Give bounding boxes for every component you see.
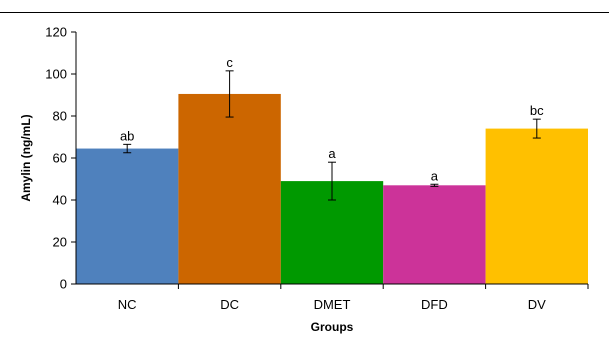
y-axis-title: Amylin (ng/mL) — [19, 114, 33, 201]
bar-nc — [76, 148, 179, 284]
y-tick-label: 40 — [53, 193, 67, 208]
y-ticks-layer: 0 20 40 60 80 100 120 — [45, 25, 76, 292]
x-tick-label-dmet: DMET — [314, 297, 351, 312]
y-tick-label: 120 — [45, 25, 67, 40]
x-axis-title: Groups — [311, 320, 354, 334]
y-tick-label: 60 — [53, 151, 67, 166]
error-bar-nc — [123, 143, 132, 154]
y-tick-label: 100 — [45, 67, 67, 82]
significance-label-dmet: a — [328, 146, 336, 161]
significance-label-nc: ab — [120, 128, 134, 143]
y-tick-label: 0 — [60, 277, 67, 292]
bar-dv — [485, 128, 588, 284]
error-bar-dmet — [328, 161, 336, 201]
bars-layer — [76, 93, 588, 284]
y-tick-label: 20 — [53, 235, 67, 250]
significance-label-dv: bc — [530, 103, 544, 118]
x-tick-label-dv: DV — [528, 297, 546, 312]
error-bar-dv — [532, 118, 541, 139]
x-tick-label-nc: NC — [118, 297, 137, 312]
significance-label-dfd: a — [431, 168, 439, 183]
bar-dfd — [383, 185, 486, 284]
significance-label-dc: c — [226, 55, 233, 70]
x-tick-label-dfd: DFD — [421, 297, 448, 312]
y-tick-label: 80 — [53, 109, 67, 124]
x-ticks-layer: NC DC DMET DFD DV — [118, 284, 589, 312]
error-bar-dfd — [430, 183, 439, 187]
error-bars-layer — [123, 70, 541, 201]
x-tick-label-dc: DC — [220, 297, 239, 312]
error-bar-dc — [225, 70, 234, 118]
top-rule — [0, 12, 609, 13]
bar-dc — [178, 93, 281, 284]
